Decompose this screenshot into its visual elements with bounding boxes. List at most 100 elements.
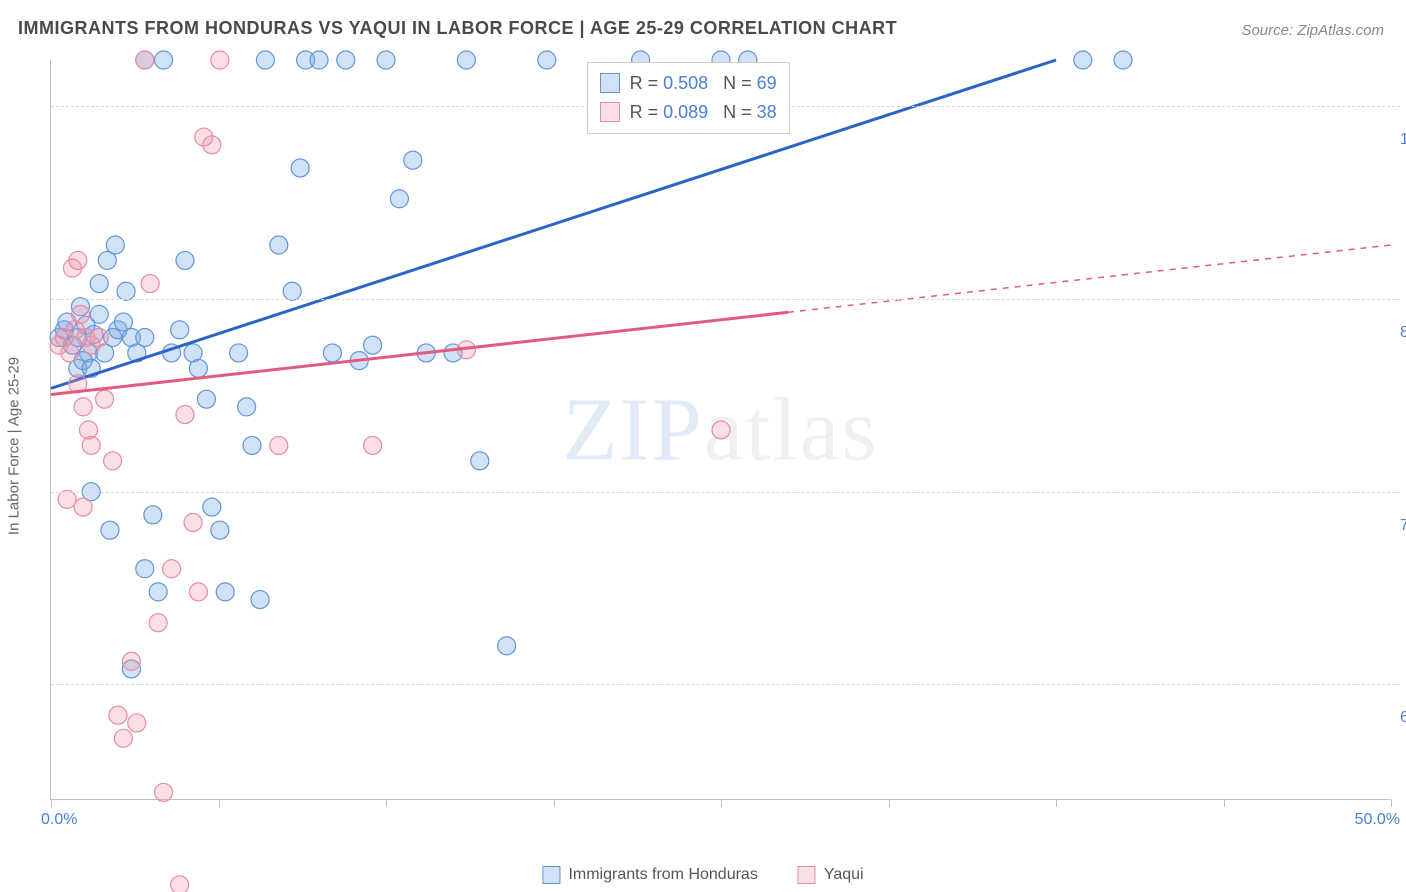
y-tick-label: 100.0% [1392, 131, 1406, 149]
scatter-point-yaqui [74, 498, 92, 516]
scatter-point-honduras [291, 159, 309, 177]
scatter-point-yaqui [71, 305, 89, 323]
scatter-point-yaqui [189, 583, 207, 601]
scatter-point-honduras [390, 190, 408, 208]
scatter-point-honduras [90, 275, 108, 293]
scatter-point-honduras [216, 583, 234, 601]
scatter-point-honduras [136, 560, 154, 578]
scatter-point-honduras [155, 51, 173, 69]
scatter-point-honduras [144, 506, 162, 524]
scatter-point-honduras [176, 251, 194, 269]
bottom-legend: Immigrants from Honduras Yaqui [542, 866, 863, 884]
x-tick [219, 799, 220, 807]
scatter-point-yaqui [149, 614, 167, 632]
scatter-point-honduras [197, 390, 215, 408]
scatter-point-honduras [136, 329, 154, 347]
scatter-point-yaqui [136, 51, 154, 69]
y-axis-label: In Labor Force | Age 25-29 [6, 357, 23, 535]
scatter-point-honduras [106, 236, 124, 254]
legend-swatch-honduras [600, 73, 620, 93]
scatter-point-yaqui [69, 251, 87, 269]
scatter-point-honduras [270, 236, 288, 254]
x-tick-label-right: 50.0% [1355, 811, 1400, 829]
scatter-point-yaqui [74, 398, 92, 416]
scatter-point-yaqui [82, 436, 100, 454]
bottom-legend-item-honduras: Immigrants from Honduras [542, 866, 757, 884]
legend-swatch-yaqui [600, 102, 620, 122]
scatter-point-honduras [230, 344, 248, 362]
scatter-point-honduras [404, 151, 422, 169]
x-tick [721, 799, 722, 807]
stat-legend: R = 0.508 N = 69R = 0.089 N = 38 [587, 62, 790, 134]
scatter-point-yaqui [104, 452, 122, 470]
scatter-point-yaqui [109, 706, 127, 724]
scatter-point-honduras [310, 51, 328, 69]
scatter-point-honduras [377, 51, 395, 69]
source-label: Source: ZipAtlas.com [1241, 22, 1384, 39]
scatter-point-yaqui [270, 436, 288, 454]
scatter-point-yaqui [155, 783, 173, 801]
gridline [51, 684, 1400, 685]
scatter-point-honduras [203, 498, 221, 516]
scatter-point-yaqui [58, 490, 76, 508]
scatter-point-honduras [238, 398, 256, 416]
x-tick [386, 799, 387, 807]
scatter-point-yaqui [90, 329, 108, 347]
x-tick [889, 799, 890, 807]
y-tick-label: 87.5% [1392, 324, 1406, 342]
scatter-point-yaqui [203, 136, 221, 154]
stat-legend-row-yaqui: R = 0.089 N = 38 [600, 98, 777, 127]
scatter-point-yaqui [141, 275, 159, 293]
scatter-point-honduras [189, 359, 207, 377]
bottom-legend-label-honduras: Immigrants from Honduras [568, 866, 757, 883]
stat-legend-text-honduras: R = 0.508 N = 69 [630, 69, 777, 98]
bottom-legend-label-yaqui: Yaqui [824, 866, 864, 883]
scatter-point-yaqui [114, 729, 132, 747]
gridline [51, 492, 1400, 493]
scatter-point-honduras [364, 336, 382, 354]
scatter-point-honduras [117, 282, 135, 300]
scatter-point-yaqui [96, 390, 114, 408]
stat-legend-text-yaqui: R = 0.089 N = 38 [630, 98, 777, 127]
scatter-point-honduras [243, 436, 261, 454]
chart-svg [51, 60, 1391, 800]
scatter-point-honduras [471, 452, 489, 470]
scatter-point-honduras [256, 51, 274, 69]
scatter-point-honduras [1114, 51, 1132, 69]
scatter-point-honduras [323, 344, 341, 362]
scatter-point-yaqui [176, 406, 194, 424]
scatter-point-yaqui [364, 436, 382, 454]
scatter-point-honduras [101, 521, 119, 539]
legend-swatch-honduras [542, 866, 560, 884]
y-tick-label: 62.5% [1392, 709, 1406, 727]
scatter-point-honduras [171, 321, 189, 339]
scatter-point-yaqui [128, 714, 146, 732]
trend-line-yaqui-dashed [788, 245, 1391, 312]
scatter-point-honduras [498, 637, 516, 655]
scatter-point-honduras [251, 591, 269, 609]
scatter-point-honduras [538, 51, 556, 69]
scatter-point-yaqui [211, 51, 229, 69]
x-tick [1391, 799, 1392, 807]
scatter-point-yaqui [122, 652, 140, 670]
x-tick [554, 799, 555, 807]
scatter-point-yaqui [184, 514, 202, 532]
scatter-point-honduras [211, 521, 229, 539]
scatter-point-honduras [457, 51, 475, 69]
y-tick-label: 75.0% [1392, 517, 1406, 535]
scatter-point-yaqui [61, 344, 79, 362]
scatter-point-yaqui [163, 560, 181, 578]
scatter-point-yaqui [712, 421, 730, 439]
stat-legend-row-honduras: R = 0.508 N = 69 [600, 69, 777, 98]
scatter-point-honduras [149, 583, 167, 601]
x-tick-label-left: 0.0% [41, 811, 77, 829]
x-tick [1056, 799, 1057, 807]
legend-swatch-yaqui [798, 866, 816, 884]
scatter-point-yaqui [171, 876, 189, 892]
chart-container: IMMIGRANTS FROM HONDURAS VS YAQUI IN LAB… [0, 0, 1406, 892]
x-tick [1224, 799, 1225, 807]
scatter-point-honduras [283, 282, 301, 300]
bottom-legend-item-yaqui: Yaqui [798, 866, 864, 884]
scatter-point-honduras [337, 51, 355, 69]
x-tick [51, 799, 52, 807]
